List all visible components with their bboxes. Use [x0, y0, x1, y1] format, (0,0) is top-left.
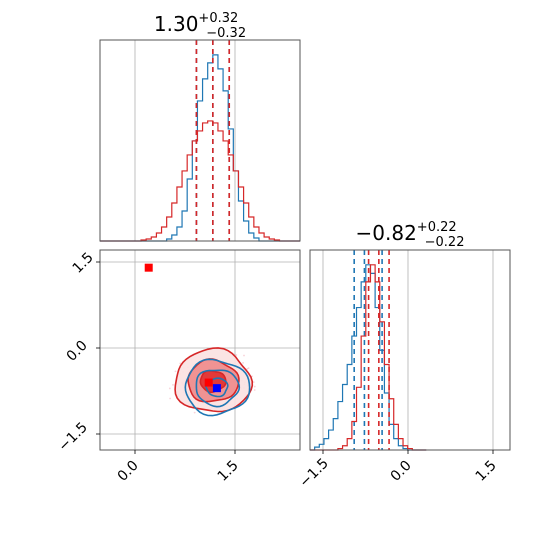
sample-point — [179, 362, 182, 365]
title-plus: +0.22 — [417, 220, 457, 235]
histogram-step-series — [100, 54, 300, 242]
histogram-bottom-right — [310, 250, 427, 451]
contour-group — [174, 347, 254, 417]
y-tick-label: −1.5 — [55, 419, 90, 454]
sample-point — [172, 383, 174, 386]
title-value: −0.82 — [356, 221, 417, 245]
title-bottom-right: −0.82+0.22 −0.22 — [356, 220, 465, 250]
x-tick-label: 0.0 — [115, 458, 142, 485]
contour-level — [184, 358, 251, 417]
contour-level — [205, 377, 229, 398]
histogram-top-left — [100, 40, 300, 242]
panel-bottom-right: −1.5 0.0 1.5 −0.82+0.22 −0.22 — [296, 220, 511, 491]
title-minus: −0.32 — [206, 26, 246, 41]
sample-point — [168, 387, 171, 390]
axis-frame-bottom-left — [99, 249, 301, 451]
title-value: 1.30 — [154, 12, 199, 36]
sample-point — [242, 362, 244, 364]
sample-point — [235, 354, 238, 356]
title-plus: +0.32 — [198, 11, 238, 26]
sample-point — [253, 385, 256, 388]
y-tick-label: 0.0 — [64, 338, 91, 365]
x-tick-label: 1.5 — [473, 458, 500, 485]
histogram-step-series — [310, 264, 427, 451]
panel-top-left: 1.30+0.32 −0.32 — [99, 11, 301, 242]
y-tick-label: 1.5 — [70, 250, 97, 277]
marker-square — [212, 384, 221, 393]
marker-square — [144, 263, 153, 272]
sample-point — [252, 381, 255, 383]
axis-frame-top-left — [99, 39, 301, 242]
x-tick-label: −1.5 — [296, 455, 331, 490]
sample-point — [247, 367, 250, 370]
contour-level — [195, 369, 241, 408]
sample-point — [169, 397, 172, 400]
sample-point — [174, 370, 177, 373]
sample-point — [243, 354, 245, 357]
histogram-step-series — [100, 120, 300, 242]
sample-point — [193, 411, 196, 414]
sample-point — [253, 389, 256, 391]
panel-bottom-left: 1.5 0.0 −1.5 0.0 1.5 — [55, 249, 301, 485]
sample-point — [246, 368, 249, 370]
x-tick-label: 0.0 — [388, 458, 415, 485]
axis-frame-bottom-right — [309, 249, 511, 451]
title-top-left: 1.30+0.32 −0.32 — [154, 11, 246, 41]
x-tick-label: 1.5 — [215, 458, 242, 485]
marker-group — [144, 263, 221, 393]
marker-square — [204, 378, 213, 387]
title-minus: −0.22 — [425, 235, 465, 250]
